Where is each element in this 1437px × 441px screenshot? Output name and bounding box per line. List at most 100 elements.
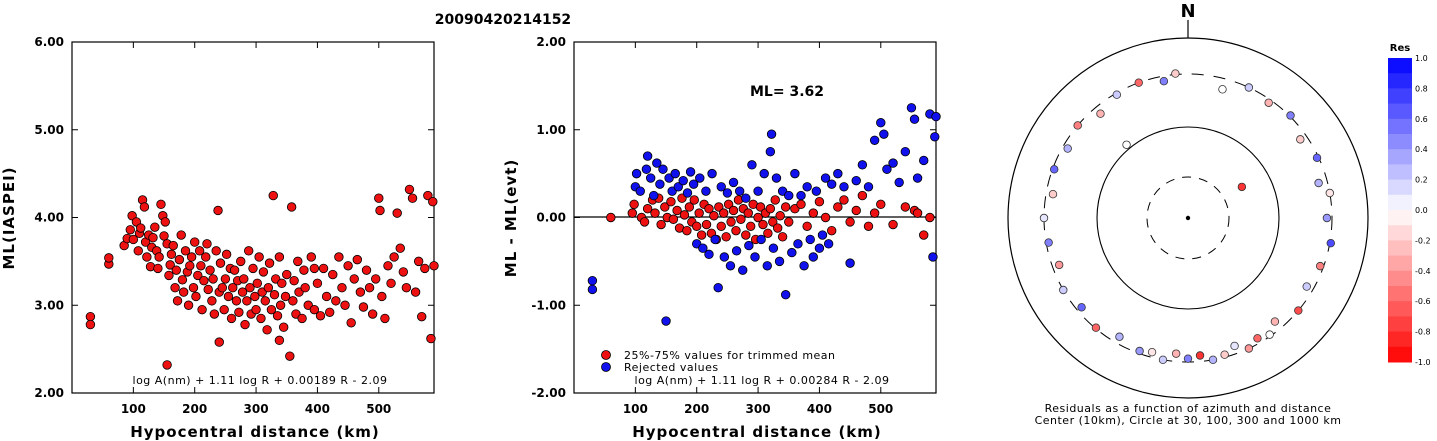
polar-point [1171, 349, 1181, 358]
data-point [689, 195, 699, 205]
data-point [258, 267, 269, 277]
caption-line-2: Center (10km), Circle at 30, 100, 300 an… [1035, 414, 1342, 427]
data-point [814, 243, 825, 253]
data-point [168, 240, 178, 251]
data-point [183, 300, 194, 310]
data-point [857, 190, 868, 201]
data-point [746, 221, 756, 231]
data-point [352, 254, 363, 265]
data-point [666, 197, 676, 207]
data-point [413, 256, 424, 267]
polar-point [1063, 144, 1072, 153]
polar-point [1220, 350, 1229, 359]
data-point [909, 114, 920, 124]
y-tick-label: 0.00 [536, 211, 566, 225]
colorbar-tick-label: -0.4 [1415, 267, 1431, 276]
data-point [220, 274, 231, 284]
polar-point [1054, 260, 1064, 270]
data-point [423, 190, 433, 201]
data-point [759, 168, 769, 179]
polar-point [1039, 213, 1049, 223]
legend: 25%-75% values for trimmed mean Rejected… [601, 349, 835, 374]
x-tick-label: 300 [244, 402, 269, 416]
data-point [176, 230, 186, 240]
data-point [696, 230, 707, 240]
polar-point [1265, 330, 1274, 339]
data-point [250, 291, 260, 302]
data-point [139, 202, 150, 212]
polar-point [1208, 355, 1218, 365]
data-point [237, 287, 248, 297]
data-point [931, 111, 941, 122]
data-point [170, 283, 180, 293]
data-point [156, 199, 166, 210]
y-tick-label: 6.00 [34, 35, 64, 49]
data-point [631, 168, 642, 179]
data-point [358, 302, 369, 312]
data-point [796, 190, 806, 201]
data-point [863, 182, 874, 192]
data-point [404, 184, 415, 195]
colorbar-swatch [1388, 134, 1412, 150]
data-point [845, 217, 855, 227]
colorbar-tick-label: 0.8 [1415, 84, 1428, 93]
data-point [231, 296, 242, 306]
polar-point [1230, 341, 1239, 351]
data-point [209, 309, 220, 319]
data-point [919, 230, 929, 240]
colorbar-tick-label: -0.2 [1415, 236, 1431, 245]
data-point [337, 283, 347, 293]
data-point [655, 179, 665, 189]
colorbar-swatch [1388, 73, 1412, 89]
data-point [808, 252, 818, 262]
data-point [709, 211, 719, 221]
data-point [811, 186, 822, 196]
y-tick-label: 4.00 [34, 211, 64, 225]
polar-point [1237, 182, 1247, 192]
x-tick-label: 200 [182, 402, 207, 416]
data-point [256, 313, 266, 324]
polar-point [1315, 261, 1325, 271]
data-point [191, 291, 201, 302]
data-point [826, 179, 837, 189]
data-point [845, 258, 855, 268]
data-point [635, 186, 645, 196]
data-point [153, 263, 163, 274]
data-point [722, 188, 733, 198]
data-point [171, 265, 182, 275]
data-point [876, 118, 886, 128]
x-tick-label: 100 [121, 402, 146, 416]
data-points [85, 184, 439, 370]
data-point [383, 261, 393, 271]
data-point [744, 240, 754, 251]
data-point [928, 252, 938, 262]
data-point [756, 234, 766, 245]
polar-point [1048, 189, 1058, 199]
data-point [685, 167, 696, 177]
data-point [863, 221, 874, 231]
data-point [285, 351, 295, 361]
data-point [244, 246, 254, 256]
data-point [165, 260, 175, 270]
data-point [407, 193, 418, 203]
data-point [726, 217, 736, 227]
data-point [701, 186, 711, 196]
colorbar-swatches [1388, 58, 1412, 363]
data-point [263, 283, 274, 293]
data-point [790, 168, 800, 179]
data-point [725, 261, 736, 271]
legend-marker-trimmed [601, 350, 611, 360]
colorbar-tick-label: -0.8 [1415, 328, 1431, 337]
colorbar-tick-label: 1.0 [1415, 54, 1428, 63]
colorbar-swatch [1388, 316, 1412, 333]
data-point [371, 274, 381, 284]
data-point [299, 265, 309, 275]
data-point [719, 252, 730, 262]
polar-point [1296, 135, 1305, 144]
colorbar-swatch [1388, 225, 1412, 241]
ml-value-label: ML= 3.62 [750, 84, 824, 100]
polar-point [1325, 188, 1335, 198]
data-point [833, 202, 843, 212]
data-point [716, 182, 726, 192]
